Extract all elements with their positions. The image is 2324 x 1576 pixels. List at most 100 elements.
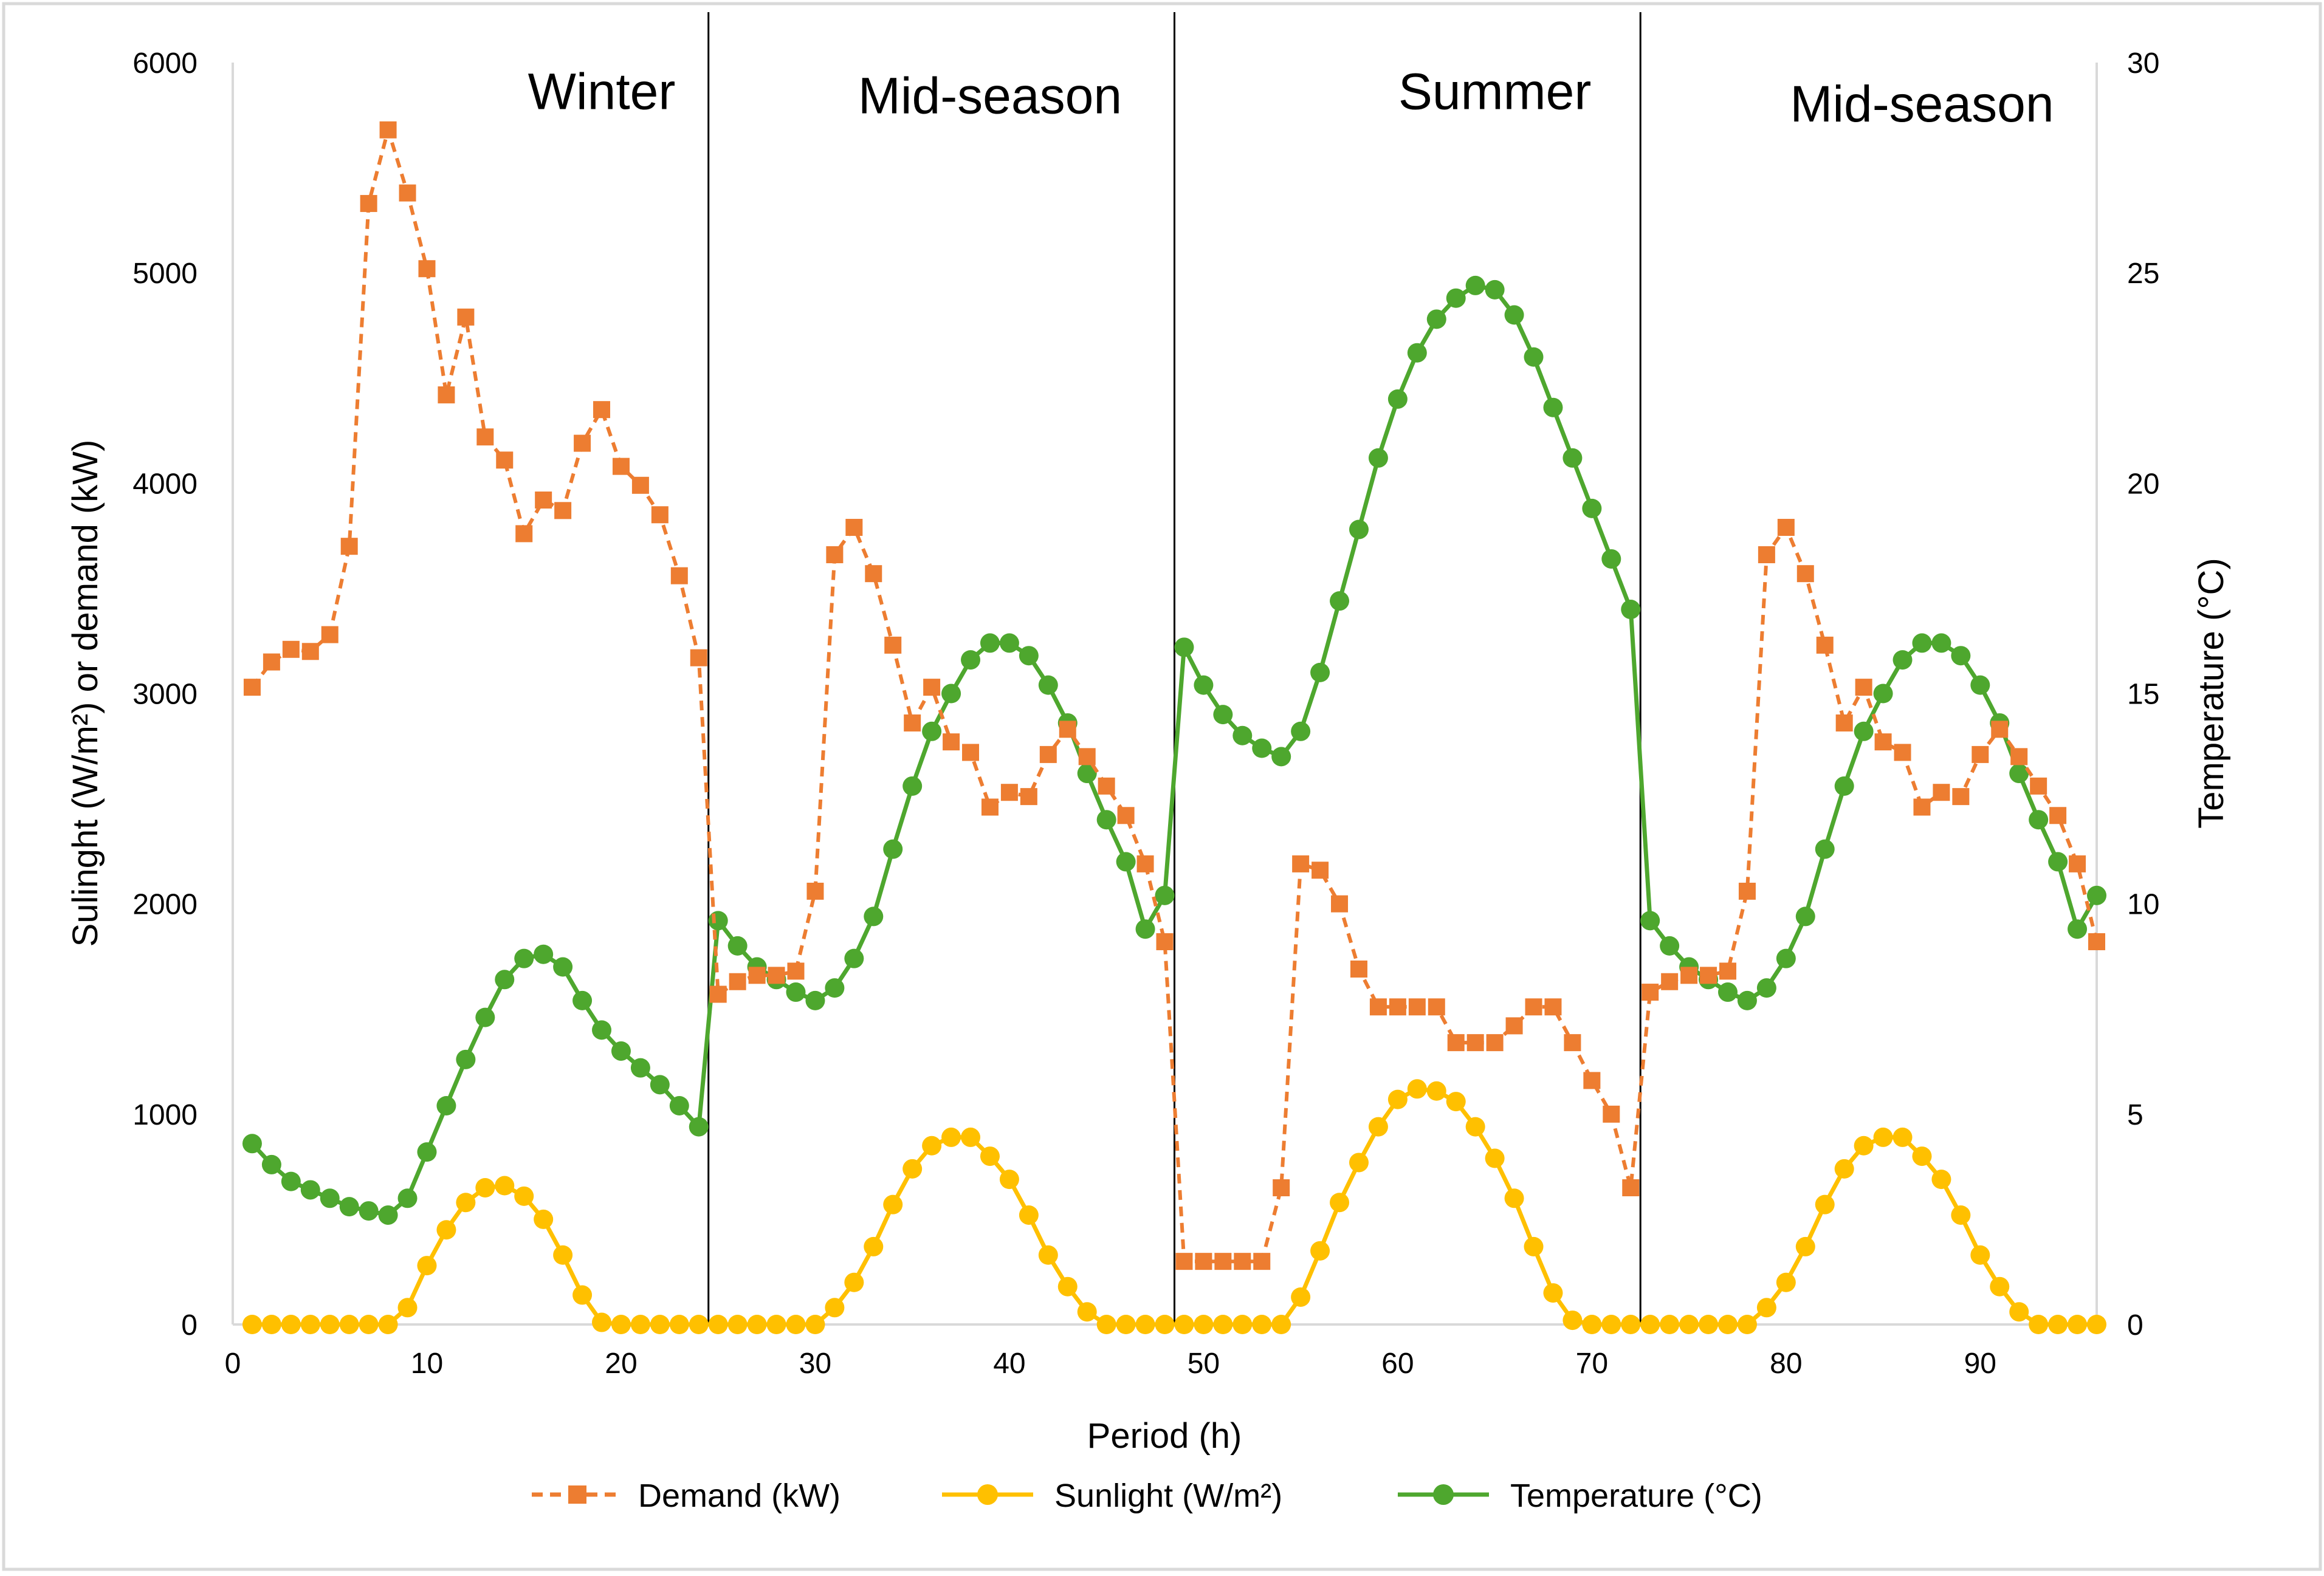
series-temperature-point (2068, 919, 2088, 939)
legend-item-sunlight: Sunlight (W/m²) (942, 1478, 1282, 1514)
series-temperature-point (786, 982, 806, 1002)
series-sunlight-point (1524, 1236, 1544, 1256)
series-demand-point (943, 733, 960, 751)
series-temperature-point (417, 1142, 437, 1162)
series-demand-point (1389, 998, 1406, 1016)
right-y-tick-label: 20 (2127, 468, 2159, 500)
series-demand-point (1700, 967, 1717, 984)
series-sunlight-point (2068, 1315, 2088, 1334)
series-demand-point (554, 502, 572, 519)
series-demand-point (1972, 745, 1989, 763)
series-temperature-point (630, 1058, 650, 1078)
series-sunlight-point (650, 1315, 670, 1334)
series-sunlight-point (1737, 1315, 1757, 1334)
series-temperature-point (1582, 498, 1602, 518)
series-demand-point (1000, 784, 1018, 801)
series-temperature-point (1640, 911, 1660, 931)
series-demand-point (263, 653, 280, 671)
series-sunlight-point (1815, 1194, 1835, 1215)
legend-temperature-marker (1433, 1484, 1454, 1505)
series-sunlight-point (1854, 1136, 1874, 1156)
x-axis-title: Period (h) (1087, 1416, 1242, 1456)
series-temperature-point (1912, 633, 1932, 653)
series-sunlight-point (883, 1194, 903, 1215)
series-demand-point (1195, 1253, 1212, 1270)
series-temperature-point (397, 1188, 418, 1208)
series-demand-point (301, 643, 319, 660)
series-demand-point (2088, 933, 2105, 950)
series-sunlight-point (999, 1170, 1019, 1190)
series-temperature-point (1155, 885, 1175, 905)
series-demand-point (282, 640, 300, 658)
series-demand-point (321, 626, 339, 643)
series-sunlight-point (534, 1209, 554, 1229)
series-temperature-point (941, 684, 961, 704)
series-demand-point (515, 525, 533, 543)
x-tick-label: 60 (1381, 1348, 1414, 1380)
series-demand-point (1020, 788, 1037, 806)
series-demand-point (1874, 733, 1892, 751)
series-temperature-point (242, 1134, 262, 1154)
series-temperature-point (281, 1171, 301, 1191)
series-temperature-point (1776, 948, 1796, 968)
series-demand-point (476, 428, 494, 446)
series-demand-point (340, 538, 358, 555)
series-demand-point (457, 308, 475, 326)
series-sunlight-point (1485, 1148, 1505, 1168)
left-y-tick-label: 4000 (132, 468, 198, 500)
series-demand (243, 121, 2105, 1270)
series-sunlight-point (1252, 1315, 1272, 1334)
series-sunlight-point (1504, 1188, 1524, 1208)
series-sunlight-point (261, 1315, 281, 1334)
series-sunlight-point (320, 1315, 340, 1334)
right-y-tick-label: 0 (2127, 1309, 2144, 1341)
series-demand-point (1583, 1072, 1601, 1089)
series-sunlight-point (1717, 1315, 1738, 1334)
series-sunlight-point (708, 1315, 728, 1334)
series-demand-point (1312, 862, 1329, 879)
series-temperature-point (1038, 675, 1058, 695)
series-temperature-point (1368, 448, 1388, 468)
left-y-tick-label: 1000 (132, 1099, 198, 1131)
series-temperature-point (553, 957, 573, 977)
series-sunlight-point (1194, 1315, 1214, 1334)
series-demand-point (1991, 721, 2009, 738)
series-temperature-point (825, 978, 845, 998)
series-demand-point (884, 636, 902, 654)
series-sunlight-point (844, 1272, 864, 1292)
series-demand-point (1719, 962, 1736, 980)
series-temperature-point (1465, 275, 1485, 295)
series-demand-point (399, 184, 416, 202)
series-demand-point (1603, 1105, 1620, 1123)
series-temperature-point (805, 990, 825, 1010)
series-sunlight-point (359, 1315, 379, 1334)
series-temperature-point (1485, 279, 1505, 300)
series-temperature-point (922, 721, 942, 741)
series-sunlight-point (2048, 1315, 2068, 1334)
series-sunlight-point (864, 1236, 884, 1256)
right-y-axis-title: Temperature (°C) (2192, 558, 2231, 828)
series-demand-point (981, 798, 999, 816)
series-demand-point (593, 401, 611, 419)
series-sunlight-point (727, 1315, 748, 1334)
series-sunlight-point (611, 1315, 631, 1334)
series-sunlight-point (1776, 1272, 1796, 1292)
series-temperature-point (1563, 448, 1583, 468)
series-temperature-point (883, 839, 903, 859)
series-sunlight-point (1310, 1241, 1330, 1261)
series-sunlight-point (825, 1298, 845, 1318)
legend-item-demand: Demand (kW) (532, 1478, 841, 1514)
series-temperature-point (1252, 738, 1272, 758)
series-demand-point (1505, 1017, 1523, 1035)
series-temperature-point (572, 990, 593, 1010)
series-demand-point (748, 967, 766, 984)
series-demand-point (709, 985, 727, 1003)
series-demand-point (1098, 777, 1115, 795)
series-temperature-point (611, 1041, 631, 1061)
series-sunlight-point (397, 1298, 418, 1318)
left-y-tick-label: 5000 (132, 258, 198, 290)
x-tick-label: 30 (799, 1348, 831, 1380)
series-sunlight-point (1601, 1315, 1621, 1334)
series-demand-point (1059, 721, 1076, 738)
